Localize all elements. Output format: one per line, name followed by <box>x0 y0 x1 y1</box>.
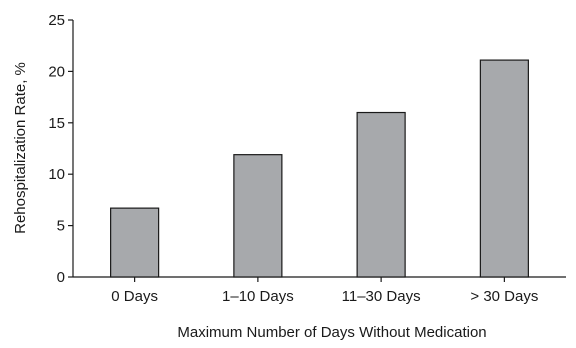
y-tick-label: 0 <box>57 269 65 286</box>
bar <box>356 111 406 278</box>
y-tick-label: 15 <box>48 115 65 132</box>
bar <box>233 154 283 278</box>
x-tick-label: 0 Days <box>111 288 158 305</box>
x-axis: 0 Days 1–10 Days 11–30 Days > 30 Days <box>73 276 566 305</box>
y-tick-label: 10 <box>48 166 65 183</box>
y-tick-label: 5 <box>57 218 65 235</box>
bars <box>110 59 529 278</box>
y-tick-label: 20 <box>48 63 65 80</box>
x-tick-label: 1–10 Days <box>222 288 294 305</box>
bar <box>479 59 529 278</box>
y-axis-title: Rehospitalization Rate, % <box>12 62 29 234</box>
x-tick-label: 11–30 Days <box>342 288 421 305</box>
bar <box>110 207 160 278</box>
y-axis: 0 5 10 15 20 25 <box>48 12 74 286</box>
x-tick-label: > 30 Days <box>470 288 538 305</box>
x-axis-title: Maximum Number of Days Without Medicatio… <box>177 324 486 341</box>
y-tick-label: 25 <box>48 12 65 29</box>
